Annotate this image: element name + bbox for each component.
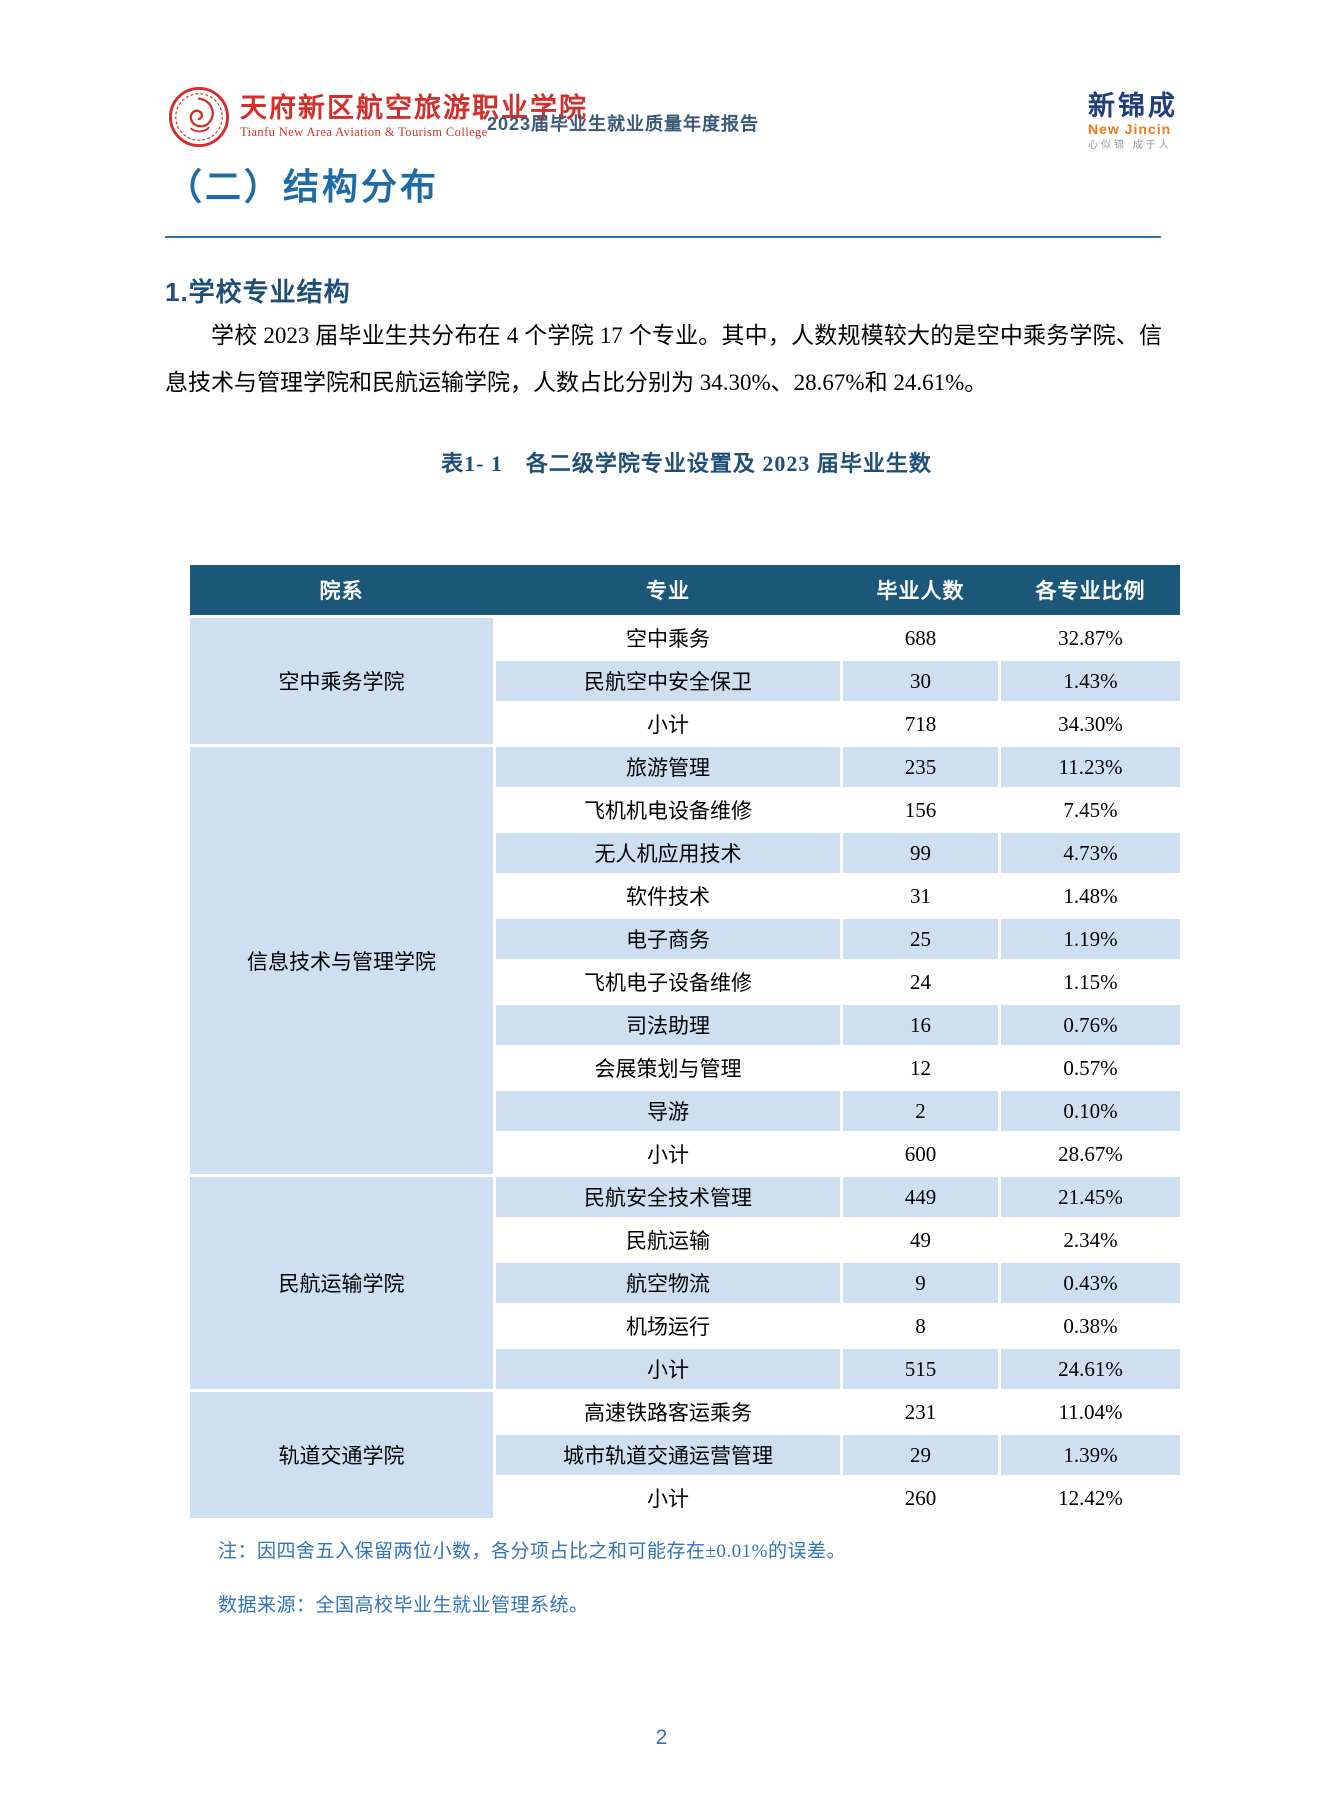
table-caption: 表1- 1 各二级学院专业设置及 2023 届毕业生数 — [441, 451, 932, 476]
count-cell: 260 — [843, 1478, 998, 1518]
major-cell: 航空物流 — [496, 1263, 840, 1303]
ratio-cell: 7.45% — [1001, 790, 1180, 830]
count-cell: 688 — [843, 618, 998, 658]
count-cell: 449 — [843, 1177, 998, 1217]
ratio-cell: 12.42% — [1001, 1478, 1180, 1518]
college-cell: 信息技术与管理学院 — [190, 747, 493, 1174]
major-cell: 小计 — [496, 1478, 840, 1518]
count-cell: 231 — [843, 1392, 998, 1432]
ratio-cell: 21.45% — [1001, 1177, 1180, 1217]
college-cell: 空中乘务学院 — [190, 618, 493, 744]
col-header-count: 毕业人数 — [876, 580, 965, 603]
ratio-cell: 32.87% — [1001, 618, 1180, 658]
major-cell: 高速铁路客运乘务 — [496, 1392, 840, 1432]
col-header-major: 专业 — [646, 580, 690, 603]
school-name-block: 天府新区航空旅游职业学院 Tianfu New Area Aviation & … — [240, 92, 588, 141]
count-cell: 25 — [843, 919, 998, 959]
count-cell: 29 — [843, 1435, 998, 1475]
count-cell: 235 — [843, 747, 998, 787]
brand-logo: 新锦成 New Jincin 心似锦 成于人 — [1088, 92, 1178, 152]
major-cell: 电子商务 — [496, 919, 840, 959]
ratio-cell: 1.19% — [1001, 919, 1180, 959]
major-cell: 小计 — [496, 1349, 840, 1389]
school-name-en: Tianfu New Area Aviation & Tourism Colle… — [240, 125, 488, 140]
ratio-cell: 1.48% — [1001, 876, 1180, 916]
count-cell: 30 — [843, 661, 998, 701]
major-cell: 小计 — [496, 1134, 840, 1174]
major-cell: 司法助理 — [496, 1005, 840, 1045]
col-header-college: 院系 — [319, 580, 364, 603]
ratio-cell: 34.30% — [1001, 704, 1180, 744]
count-cell: 156 — [843, 790, 998, 830]
college-cell: 轨道交通学院 — [190, 1392, 493, 1518]
subsection-title: 1.学校专业结构 — [165, 277, 351, 307]
count-cell: 12 — [843, 1048, 998, 1088]
page-number: 2 — [655, 1726, 668, 1749]
major-cell: 飞机机电设备维修 — [496, 790, 840, 830]
ratio-cell: 0.76% — [1001, 1005, 1180, 1045]
count-cell: 31 — [843, 876, 998, 916]
major-cell: 机场运行 — [496, 1306, 840, 1346]
major-cell: 民航空中安全保卫 — [496, 661, 840, 701]
major-cell: 会展策划与管理 — [496, 1048, 840, 1088]
majors-table: 院系 专业 毕业人数 各专业比例 空中乘务学院 空中乘务 688 32.87% 民航空中… — [190, 565, 1180, 1518]
major-cell: 空中乘务 — [496, 618, 840, 658]
brand-name: 新锦成 — [1088, 91, 1178, 121]
ratio-cell: 4.73% — [1001, 833, 1180, 873]
count-cell: 2 — [843, 1091, 998, 1131]
ratio-cell: 11.23% — [1001, 747, 1180, 787]
ratio-cell: 2.34% — [1001, 1220, 1180, 1260]
school-logo: 天府新区航空旅游职业学院 Tianfu New Area Aviation & … — [168, 86, 588, 148]
report-title: 2023届毕业生就业质量年度报告 — [487, 114, 760, 134]
count-cell: 99 — [843, 833, 998, 873]
count-cell: 49 — [843, 1220, 998, 1260]
count-cell: 718 — [843, 704, 998, 744]
count-cell: 8 — [843, 1306, 998, 1346]
brand-name-en: New Jincin — [1088, 121, 1172, 138]
major-cell: 导游 — [496, 1091, 840, 1131]
count-cell: 9 — [843, 1263, 998, 1303]
ratio-cell: 28.67% — [1001, 1134, 1180, 1174]
count-cell: 600 — [843, 1134, 998, 1174]
table-note: 注：因四舍五入保留两位小数，各分项占比之和可能存在±0.01%的误差。 — [218, 1541, 847, 1562]
major-cell: 软件技术 — [496, 876, 840, 916]
table-header-row: 院系 专业 毕业人数 各专业比例 — [190, 565, 1180, 615]
table-source: 数据来源：全国高校毕业生就业管理系统。 — [218, 1595, 589, 1616]
ratio-cell: 11.04% — [1001, 1392, 1180, 1432]
ratio-cell: 0.57% — [1001, 1048, 1180, 1088]
ratio-cell: 1.43% — [1001, 661, 1180, 701]
ratio-cell: 0.38% — [1001, 1306, 1180, 1346]
major-cell: 小计 — [496, 704, 840, 744]
count-cell: 515 — [843, 1349, 998, 1389]
ratio-cell: 0.10% — [1001, 1091, 1180, 1131]
major-cell: 无人机应用技术 — [496, 833, 840, 873]
college-cell: 民航运输学院 — [190, 1177, 493, 1389]
ratio-cell: 1.15% — [1001, 962, 1180, 1002]
major-cell: 民航运输 — [496, 1220, 840, 1260]
count-cell: 16 — [843, 1005, 998, 1045]
ratio-cell: 1.39% — [1001, 1435, 1180, 1475]
body-paragraph: 学校 2023 届毕业生共分布在 4 个学院 17 个专业。其中，人数规模较大的… — [165, 323, 1162, 395]
section-title-rule — [165, 236, 1161, 238]
major-cell: 民航安全技术管理 — [496, 1177, 840, 1217]
count-cell: 24 — [843, 962, 998, 1002]
major-cell: 城市轨道交通运营管理 — [496, 1435, 840, 1475]
school-name: 天府新区航空旅游职业学院 — [240, 92, 588, 123]
ratio-cell: 0.43% — [1001, 1263, 1180, 1303]
brand-tagline: 心似锦 成于人 — [1088, 140, 1172, 152]
section-title: （二）结构分布 — [166, 167, 440, 207]
ratio-cell: 24.61% — [1001, 1349, 1180, 1389]
major-cell: 飞机电子设备维修 — [496, 962, 840, 1002]
major-cell: 旅游管理 — [496, 747, 840, 787]
col-header-ratio: 各专业比例 — [1035, 580, 1146, 603]
phoenix-emblem-icon — [168, 86, 230, 148]
